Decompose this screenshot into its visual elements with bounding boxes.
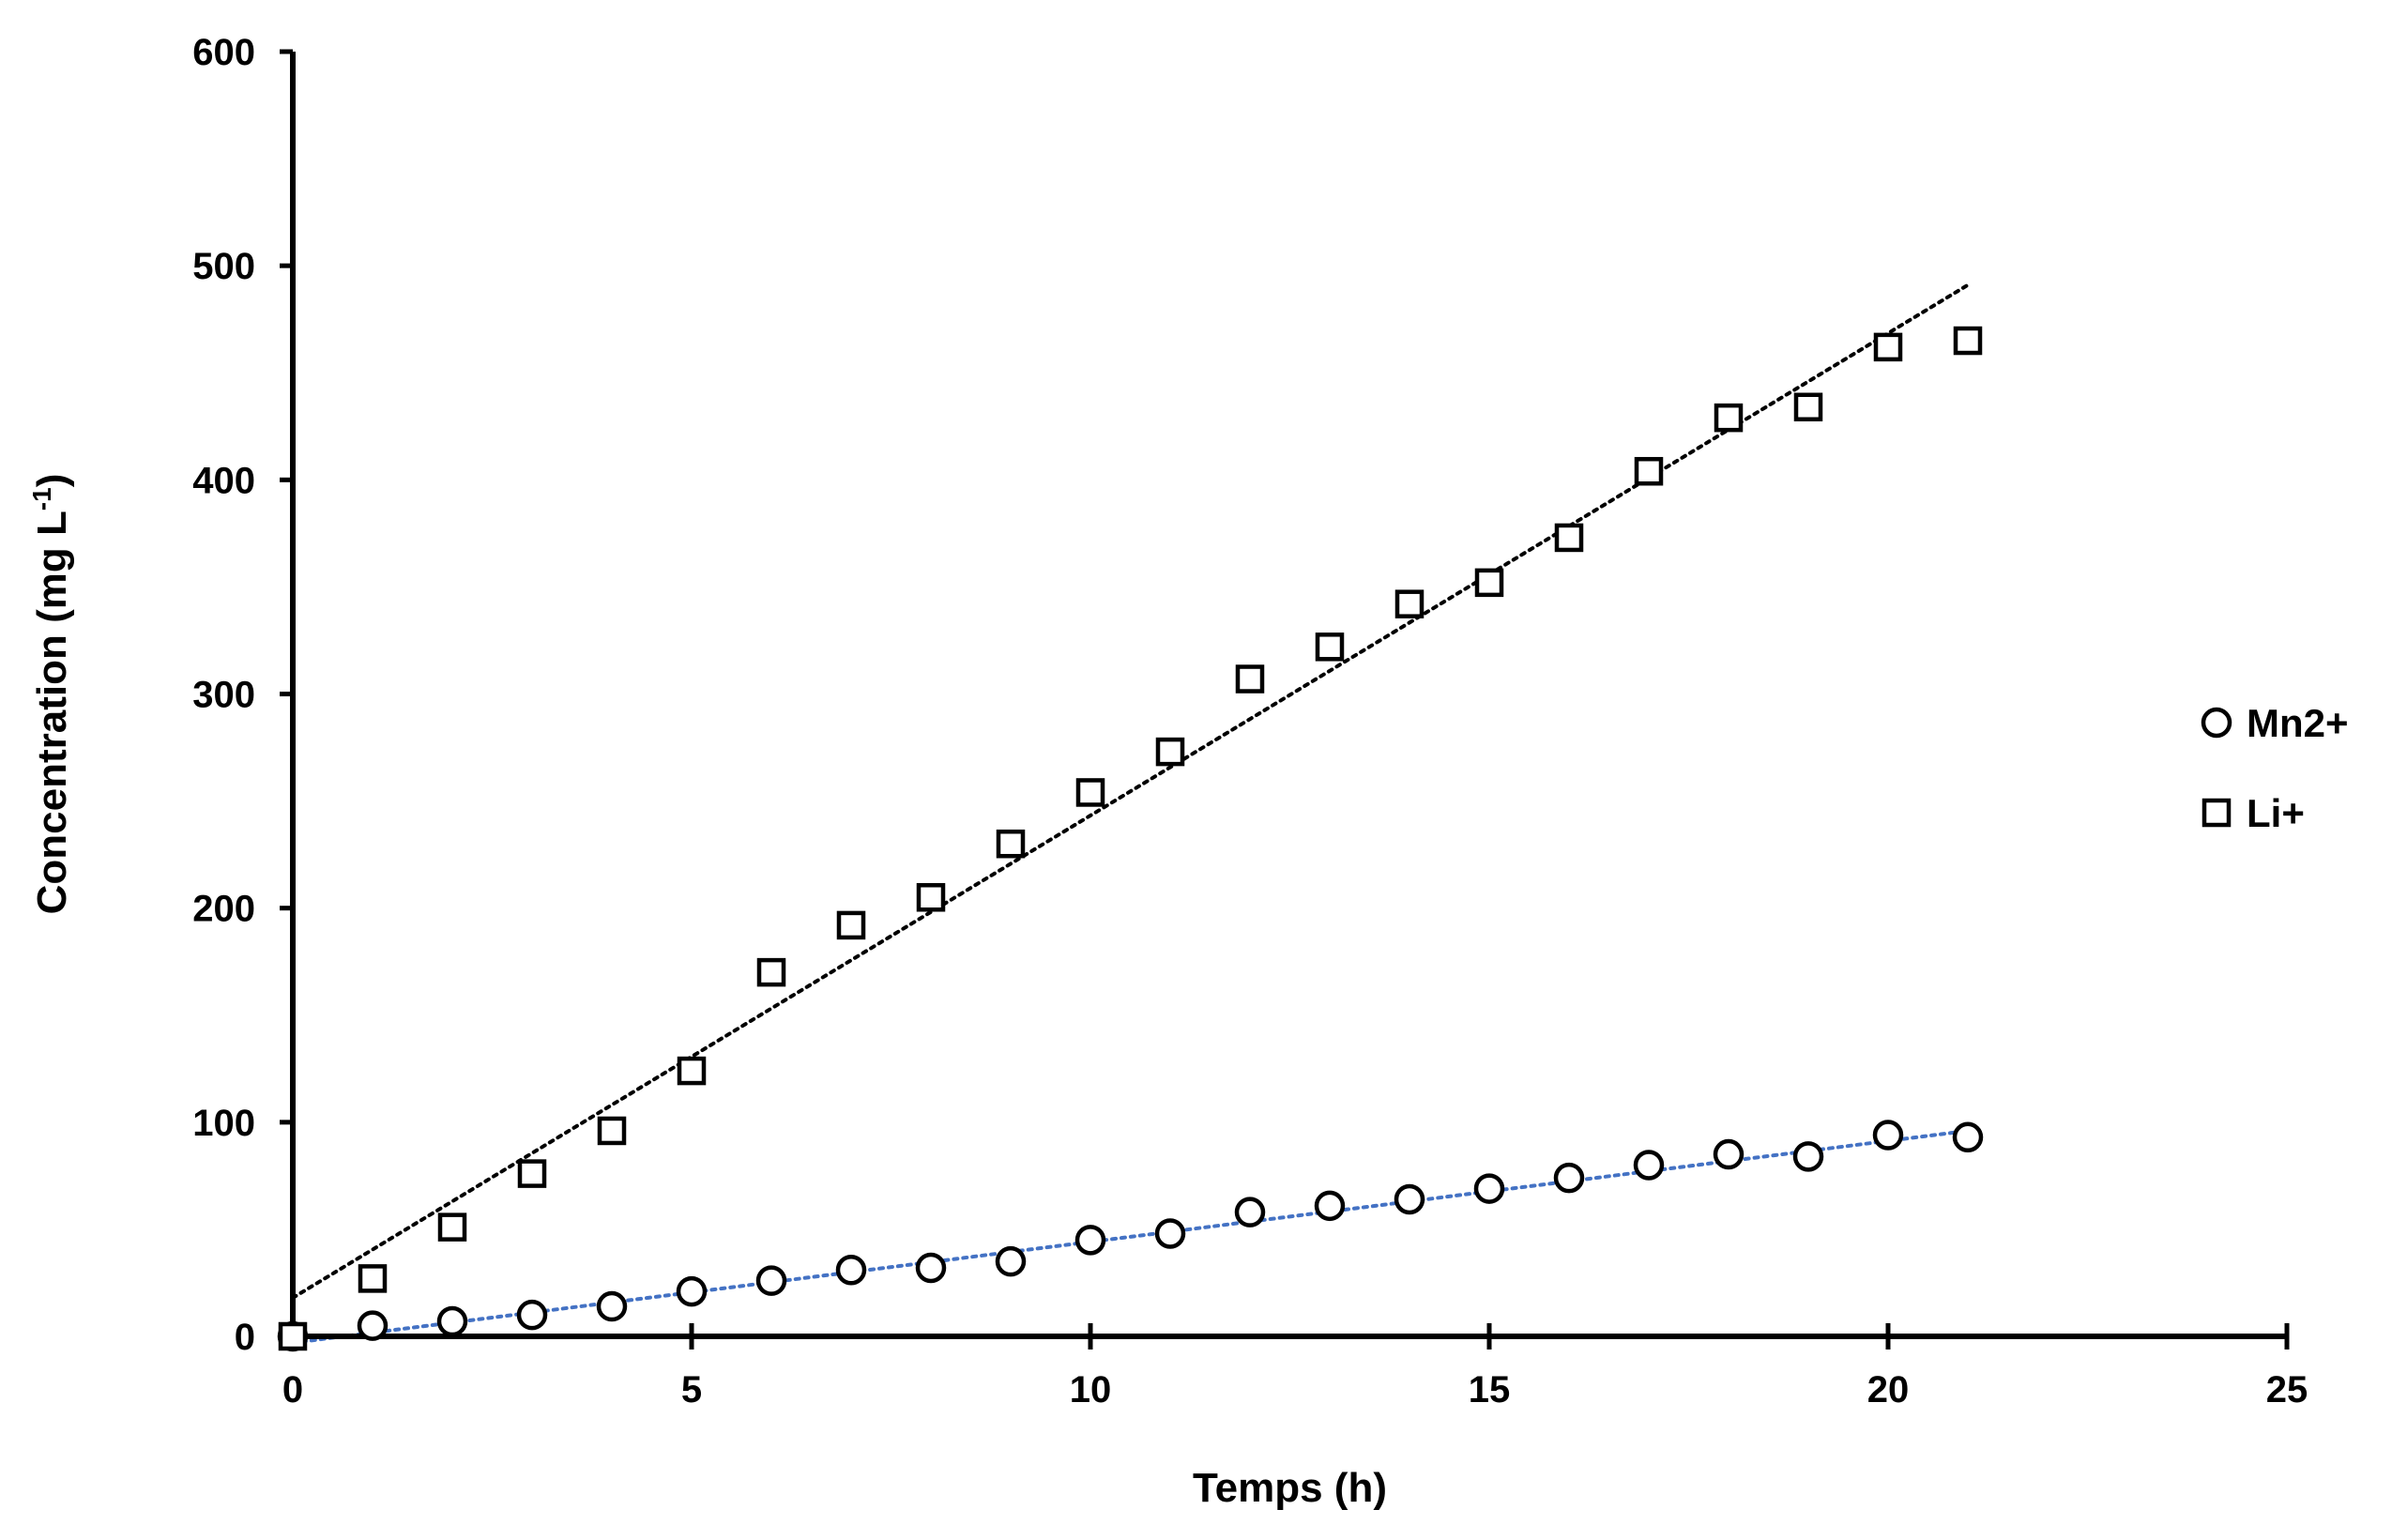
mn-point: [1473, 1173, 1505, 1204]
mn-point: [1553, 1162, 1585, 1194]
mn-point: [1713, 1138, 1744, 1170]
y-tick-label: 200: [192, 889, 255, 930]
li-point: [1634, 456, 1664, 486]
mn-point: [1154, 1218, 1186, 1249]
x-tick-label: 20: [1867, 1369, 1910, 1410]
y-tick-label: 100: [192, 1103, 255, 1144]
x-tick-label: 15: [1469, 1369, 1511, 1410]
axes: 0 100 200 300 400 500 600 0 5 10 15 20 25: [192, 32, 2308, 1410]
li-point: [1714, 403, 1744, 433]
y-axis-title: Concentration (mg L-1): [27, 474, 75, 915]
li-point: [437, 1212, 467, 1242]
li-point: [1953, 326, 1983, 356]
trendlines: [291, 282, 1970, 1345]
legend-label: Li+: [2247, 791, 2305, 835]
mn-point: [516, 1299, 548, 1331]
y-tick-label: 0: [235, 1317, 255, 1358]
mn-point: [1952, 1121, 1984, 1153]
y-ticks: 0 100 200 300 400 500 600: [192, 32, 293, 1358]
li-point: [1793, 392, 1823, 422]
trendline-mn: [291, 1128, 1970, 1345]
mn-point: [1633, 1150, 1665, 1181]
mn-point: [676, 1275, 708, 1307]
li-point: [517, 1159, 547, 1188]
mn-point: [915, 1252, 947, 1284]
li-point: [677, 1056, 707, 1086]
li-point: [1235, 664, 1265, 694]
y-tick-label: 600: [192, 32, 255, 73]
mn-point: [1872, 1120, 1904, 1151]
mn-point: [1074, 1225, 1106, 1256]
mn-point: [755, 1265, 787, 1296]
mn-point: [995, 1245, 1027, 1277]
legend-marker-circle: [2201, 707, 2232, 739]
mn-point: [1792, 1141, 1824, 1172]
x-tick-label: 5: [681, 1369, 702, 1410]
legend-label: Mn2+: [2247, 701, 2349, 745]
legend-item: Li+: [2202, 791, 2305, 835]
mn-point: [357, 1310, 389, 1341]
mn-point: [436, 1305, 468, 1337]
li-point: [1554, 523, 1584, 553]
x-tick-label: 25: [2266, 1369, 2308, 1410]
legend: Mn2+ Li+: [2201, 701, 2349, 835]
li-point: [1155, 737, 1185, 767]
data-points: [277, 326, 1984, 1352]
li-point: [1873, 332, 1903, 362]
li-point: [1075, 778, 1105, 807]
x-tick-label: 10: [1070, 1369, 1112, 1410]
li-point: [597, 1116, 627, 1146]
x-axis-title: Temps (h): [1193, 1465, 1387, 1511]
li-point: [1394, 589, 1425, 618]
mn-point: [1394, 1183, 1425, 1215]
li-point: [836, 910, 866, 940]
y-axis-title-close: ): [29, 474, 75, 488]
mn-point: [1234, 1197, 1266, 1227]
mn-point: [835, 1255, 867, 1286]
li-point: [1315, 633, 1345, 662]
mn-point: [1314, 1190, 1346, 1222]
li-point: [358, 1264, 388, 1293]
x-ticks: 0 5 10 15 20 25: [282, 1323, 2308, 1410]
y-tick-label: 300: [192, 675, 255, 716]
li-point: [1474, 568, 1504, 598]
li-point: [916, 883, 946, 912]
y-axis-title-main: Concentration (mg L: [29, 511, 75, 914]
mn-point: [596, 1290, 628, 1322]
y-tick-label: 400: [192, 460, 255, 501]
y-tick-label: 500: [192, 246, 255, 287]
trendline-li: [291, 282, 1970, 1300]
x-tick-label: 0: [282, 1369, 303, 1410]
y-axis-title-superscript: -1: [27, 487, 56, 511]
li-point: [278, 1321, 308, 1351]
li-point: [996, 829, 1026, 859]
legend-item: Mn2+: [2201, 701, 2349, 745]
li-point: [756, 957, 786, 987]
legend-marker-square: [2202, 798, 2232, 828]
